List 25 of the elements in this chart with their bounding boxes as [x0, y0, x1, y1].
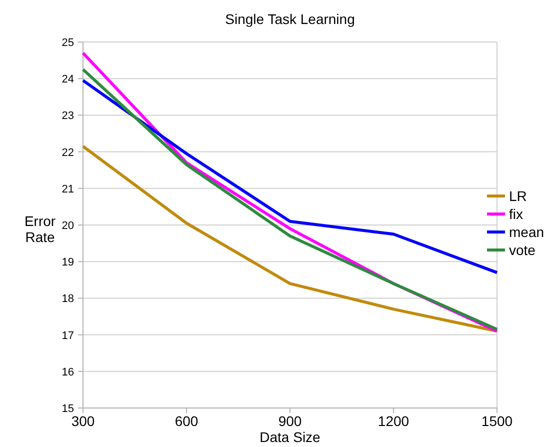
- y-tick-label: 25: [62, 37, 74, 49]
- y-tick-label: 21: [62, 183, 74, 196]
- y-tick-label: 17: [62, 330, 74, 342]
- x-tick-label: 1500: [481, 413, 513, 429]
- x-tick-label: 900: [278, 413, 302, 429]
- x-tick-label: 1200: [378, 413, 410, 429]
- legend-label: vote: [509, 242, 536, 258]
- y-tick-label: 18: [62, 293, 74, 306]
- line-series: [82, 78, 498, 274]
- x-axis-title: Data Size: [260, 429, 321, 445]
- x-tick-label: 300: [71, 413, 95, 429]
- y-tick-label: 24: [62, 74, 74, 86]
- y-tick-label: 15: [62, 403, 74, 415]
- legend-label: fix: [509, 206, 523, 222]
- chart-title: Single Task Learning: [225, 11, 355, 27]
- y-tick-label: 19: [62, 256, 74, 269]
- legend-label: mean: [509, 224, 544, 240]
- y-tick-label: 20: [62, 220, 74, 232]
- x-tick-label: 600: [174, 413, 198, 429]
- legend-label: LR: [509, 188, 527, 204]
- y-tick-label: 16: [62, 366, 74, 378]
- y-tick-label: 23: [62, 110, 74, 122]
- y-tick-label: 22: [62, 146, 74, 159]
- y-axis-title: Error Rate: [24, 213, 56, 245]
- line-series: [82, 144, 498, 333]
